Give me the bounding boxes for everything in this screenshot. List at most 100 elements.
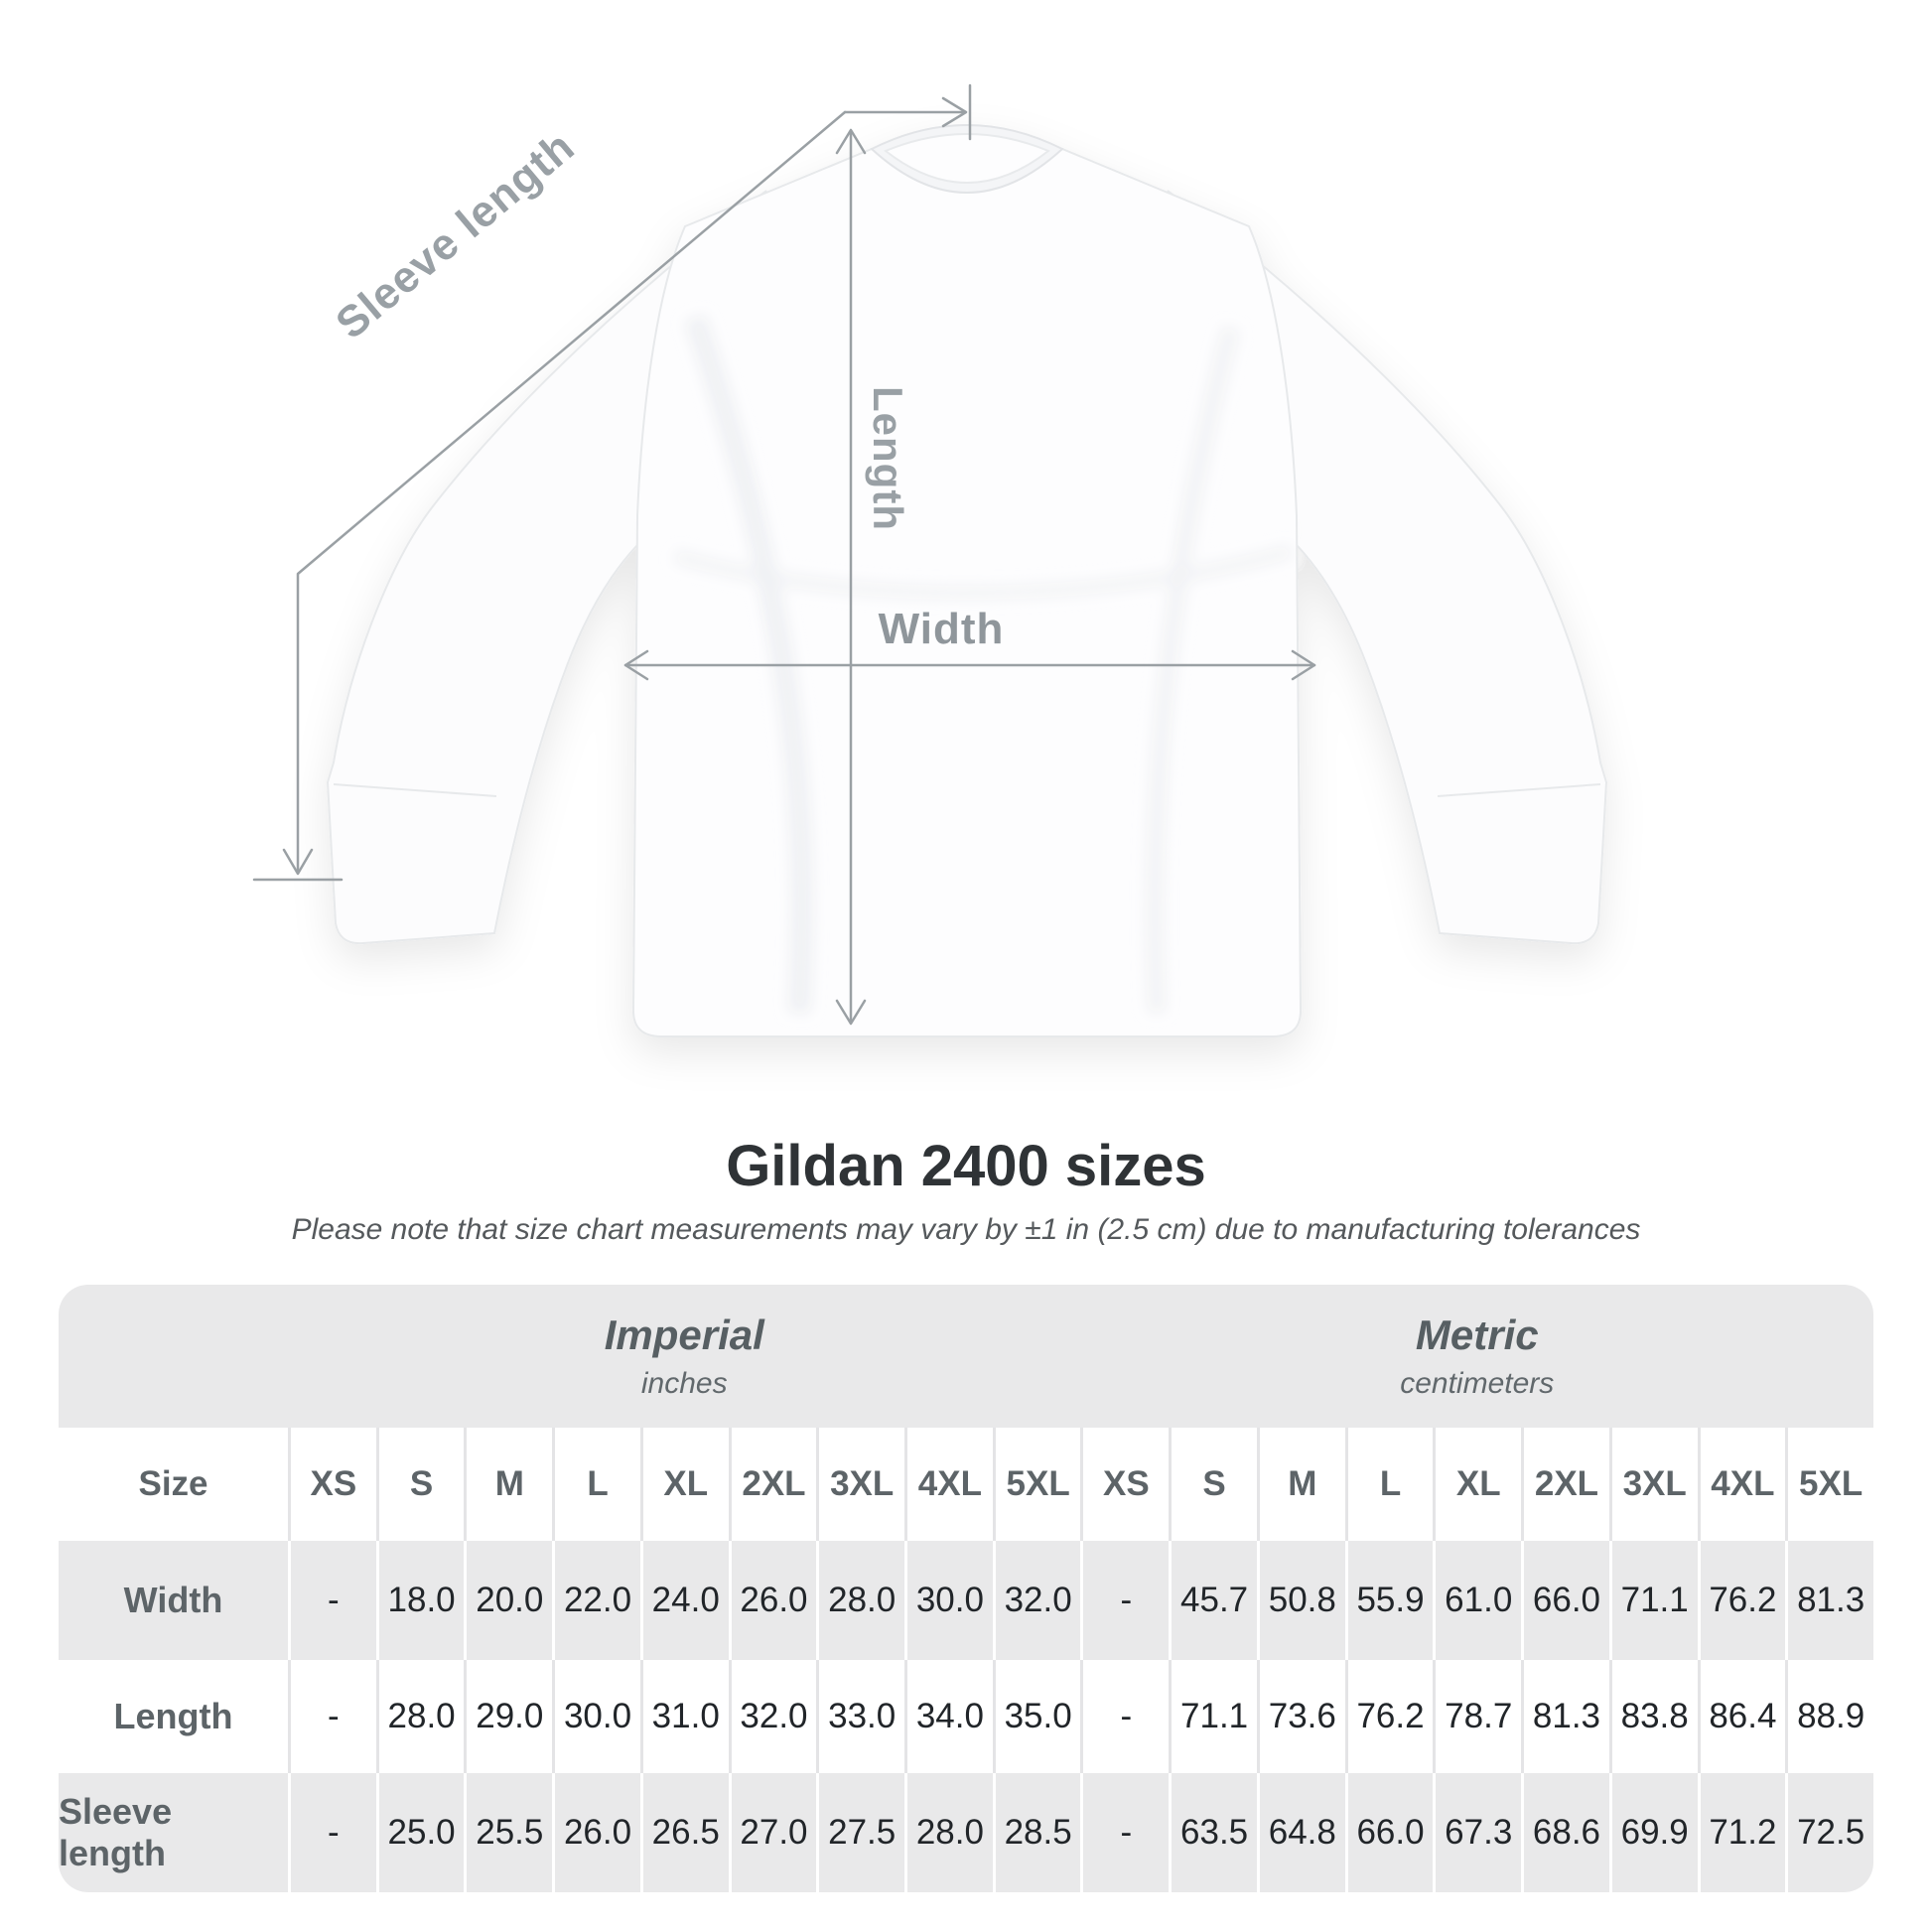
- size-value-cell: 50.8: [1256, 1540, 1345, 1660]
- column-header: 2XL: [1521, 1427, 1609, 1541]
- row-label: Sleeve length: [59, 1790, 173, 1873]
- size-value-cell: 73.6: [1256, 1659, 1345, 1773]
- length-label: Length: [865, 386, 911, 531]
- size-value-cell: 28.5: [992, 1772, 1081, 1892]
- column-header: 4XL: [904, 1427, 993, 1541]
- column-header: 3XL: [1608, 1427, 1698, 1541]
- size-value-cell: 88.9: [1785, 1659, 1873, 1773]
- size-value-cell: 83.8: [1608, 1659, 1698, 1773]
- shirt-diagram: Sleeve length Length Width: [252, 83, 1608, 1037]
- size-value-cell: 22.0: [552, 1540, 640, 1660]
- title-block: Gildan 2400 sizes Please note that size …: [0, 1134, 1932, 1249]
- size-value-cell: 34.0: [904, 1659, 993, 1773]
- column-header: 2XL: [728, 1427, 817, 1541]
- table-row-width: Width - 18.0 20.0 22.0 24.0 26.0 28.0 30…: [59, 1540, 1873, 1660]
- size-value-cell: 71.1: [1608, 1540, 1698, 1660]
- size-value-cell: 81.3: [1785, 1540, 1873, 1660]
- size-value-cell: 67.3: [1433, 1772, 1521, 1892]
- size-value-cell: 26.5: [639, 1772, 729, 1892]
- column-header: 5XL: [1785, 1427, 1873, 1541]
- column-header: M: [1256, 1427, 1345, 1541]
- column-header: XS: [1080, 1427, 1169, 1541]
- size-value-cell: 28.0: [816, 1540, 904, 1660]
- width-arrow: [623, 649, 1316, 681]
- size-value-cell: 30.0: [904, 1540, 993, 1660]
- metric-group-header: Metric centimeters: [1081, 1285, 1874, 1428]
- table-row-sleeve-length: Sleeve length - 25.0 25.5 26.0 26.5 27.0…: [59, 1772, 1873, 1892]
- size-value-cell: 66.0: [1344, 1772, 1434, 1892]
- size-value-cell: 66.0: [1521, 1540, 1609, 1660]
- column-header: XL: [1433, 1427, 1521, 1541]
- size-value-cell: 72.5: [1785, 1772, 1873, 1892]
- column-header: 5XL: [992, 1427, 1081, 1541]
- size-value-cell: 24.0: [639, 1540, 729, 1660]
- imperial-group-header: Imperial inches: [288, 1285, 1081, 1428]
- right-cuff-seam: [1437, 783, 1601, 797]
- metric-label: Metric: [1415, 1311, 1539, 1358]
- column-header: S: [375, 1427, 465, 1541]
- size-value-cell: 20.0: [464, 1540, 552, 1660]
- size-value-cell: 69.9: [1608, 1772, 1698, 1892]
- size-value-cell: 32.0: [992, 1540, 1081, 1660]
- column-header: S: [1169, 1427, 1257, 1541]
- sleeve-length-arrow: [252, 83, 972, 882]
- column-header: XL: [639, 1427, 729, 1541]
- size-value-cell: 27.5: [816, 1772, 904, 1892]
- size-value-cell: 31.0: [639, 1659, 729, 1773]
- size-value-cell: 26.0: [552, 1772, 640, 1892]
- page-title: Gildan 2400 sizes: [726, 1134, 1206, 1198]
- row-header: Size: [138, 1463, 208, 1503]
- size-value-cell: 28.0: [904, 1772, 993, 1892]
- size-value-cell: 76.2: [1697, 1540, 1786, 1660]
- size-value-cell: 86.4: [1697, 1659, 1786, 1773]
- size-value-cell: 33.0: [816, 1659, 904, 1773]
- imperial-unit: inches: [640, 1366, 728, 1400]
- collar-inner: [884, 133, 1050, 184]
- size-value-cell: 27.0: [728, 1772, 817, 1892]
- size-value-cell: 71.1: [1169, 1659, 1257, 1773]
- size-value-cell: -: [288, 1772, 376, 1892]
- size-value-cell: -: [1080, 1659, 1169, 1773]
- column-header: XS: [288, 1427, 376, 1541]
- size-value-cell: 61.0: [1433, 1540, 1521, 1660]
- row-label: Length: [113, 1695, 233, 1736]
- size-value-cell: 26.0: [728, 1540, 817, 1660]
- size-value-cell: 81.3: [1521, 1659, 1609, 1773]
- size-value-cell: 68.6: [1521, 1772, 1609, 1892]
- size-value-cell: 64.8: [1256, 1772, 1345, 1892]
- size-value-cell: 76.2: [1344, 1659, 1434, 1773]
- sleeve-length-label: Sleeve length: [327, 122, 584, 348]
- column-header: L: [552, 1427, 640, 1541]
- size-value-cell: 30.0: [552, 1659, 640, 1773]
- measurement-annotations: [252, 83, 1316, 1026]
- size-header-row: Size XS S M L XL 2XL 3XL 4XL 5XL XS S M …: [59, 1427, 1873, 1541]
- metric-unit: centimeters: [1400, 1366, 1555, 1400]
- tolerance-note: Please note that size chart measurements…: [291, 1212, 1641, 1246]
- size-table: Imperial inches Metric centimeters Size …: [59, 1284, 1874, 1892]
- size-value-cell: 32.0: [728, 1659, 817, 1773]
- size-value-cell: 25.0: [375, 1772, 465, 1892]
- column-header: L: [1344, 1427, 1434, 1541]
- size-value-cell: -: [1080, 1772, 1169, 1892]
- size-value-cell: 63.5: [1169, 1772, 1257, 1892]
- column-header: M: [464, 1427, 552, 1541]
- size-value-cell: 18.0: [375, 1540, 465, 1660]
- unit-band: Imperial inches Metric centimeters: [59, 1284, 1874, 1428]
- size-value-cell: 28.0: [375, 1659, 465, 1773]
- size-value-cell: -: [1080, 1540, 1169, 1660]
- size-value-cell: 55.9: [1344, 1540, 1434, 1660]
- size-value-cell: 71.2: [1697, 1772, 1786, 1892]
- length-arrow: [835, 128, 867, 1026]
- size-value-cell: 25.5: [464, 1772, 552, 1892]
- size-value-cell: 45.7: [1169, 1540, 1257, 1660]
- size-value-cell: 35.0: [992, 1659, 1081, 1773]
- size-value-cell: -: [288, 1540, 376, 1660]
- size-value-cell: 78.7: [1433, 1659, 1521, 1773]
- shirt-illustration: [326, 124, 1608, 1037]
- row-label: Width: [123, 1579, 223, 1620]
- size-value-cell: -: [288, 1659, 376, 1773]
- table-row-length: Length - 28.0 29.0 30.0 31.0 32.0 33.0 3…: [59, 1659, 1873, 1773]
- imperial-label: Imperial: [604, 1311, 764, 1358]
- size-value-cell: 29.0: [464, 1659, 552, 1773]
- left-cuff-seam: [333, 783, 497, 797]
